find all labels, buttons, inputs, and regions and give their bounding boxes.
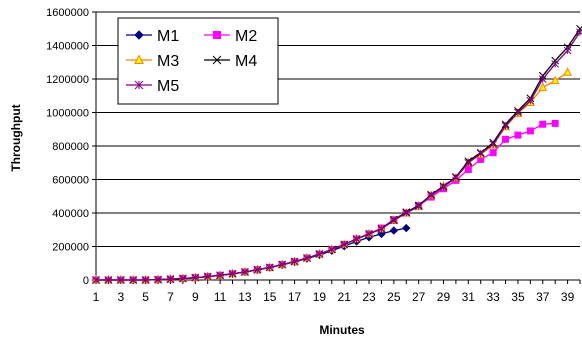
y-tick-label: 1600000 — [46, 7, 89, 19]
x-tick-label: 15 — [263, 290, 277, 304]
x-tick-label: 21 — [338, 290, 352, 304]
y-tick-label: 200000 — [52, 242, 89, 254]
y-tick-label: 1000000 — [46, 108, 89, 120]
y-tick-label: 600000 — [52, 175, 89, 187]
x-tick-label: 7 — [167, 290, 174, 304]
x-tick-label: 25 — [387, 290, 401, 304]
data-point — [564, 68, 571, 75]
series-m1 — [93, 225, 410, 284]
data-point — [503, 136, 509, 142]
legend-label: M4 — [235, 53, 257, 70]
data-point — [502, 122, 509, 129]
y-tick-label: 800000 — [52, 141, 89, 153]
x-tick-label: 3 — [117, 290, 124, 304]
data-point — [214, 32, 221, 39]
x-tick-label: 33 — [486, 290, 500, 304]
x-tick-label: 39 — [561, 290, 575, 304]
x-tick-label: 37 — [536, 290, 550, 304]
data-point — [477, 150, 484, 157]
legend-label: M5 — [157, 78, 179, 95]
x-tick-label: 29 — [437, 290, 451, 304]
x-tick-label: 19 — [313, 290, 327, 304]
data-point — [527, 128, 533, 134]
data-point — [390, 227, 397, 234]
data-point — [552, 77, 559, 84]
x-tick-label: 17 — [288, 290, 302, 304]
data-point — [540, 121, 546, 127]
x-tick-label: 35 — [511, 290, 525, 304]
x-tick-label: 23 — [362, 290, 376, 304]
series-m2 — [93, 120, 558, 283]
legend-label: M3 — [157, 53, 179, 70]
y-tick-label: 0 — [83, 275, 89, 287]
x-tick-label: 5 — [142, 290, 149, 304]
data-point — [515, 132, 521, 138]
y-axis-title: Throughput — [9, 104, 23, 171]
y-tick-label: 1200000 — [46, 74, 89, 86]
x-tick-label: 27 — [412, 290, 426, 304]
legend-label: M1 — [157, 28, 179, 45]
data-point — [552, 120, 558, 126]
data-point — [403, 225, 410, 232]
y-tick-label: 400000 — [52, 208, 89, 220]
x-tick-label: 9 — [192, 290, 199, 304]
data-point — [490, 150, 496, 156]
data-point — [465, 166, 471, 172]
legend: M1 M2 M3 M4 M5 — [118, 18, 278, 104]
series-line — [96, 123, 555, 280]
x-tick-label: 11 — [214, 290, 227, 304]
legend-label: M2 — [235, 28, 257, 45]
x-tick-label: 31 — [462, 290, 476, 304]
y-tick-label: 1400000 — [46, 41, 89, 53]
x-axis-title: Minutes — [319, 323, 365, 337]
x-tick-label: 1 — [93, 290, 100, 304]
x-tick-label: 13 — [238, 290, 252, 304]
